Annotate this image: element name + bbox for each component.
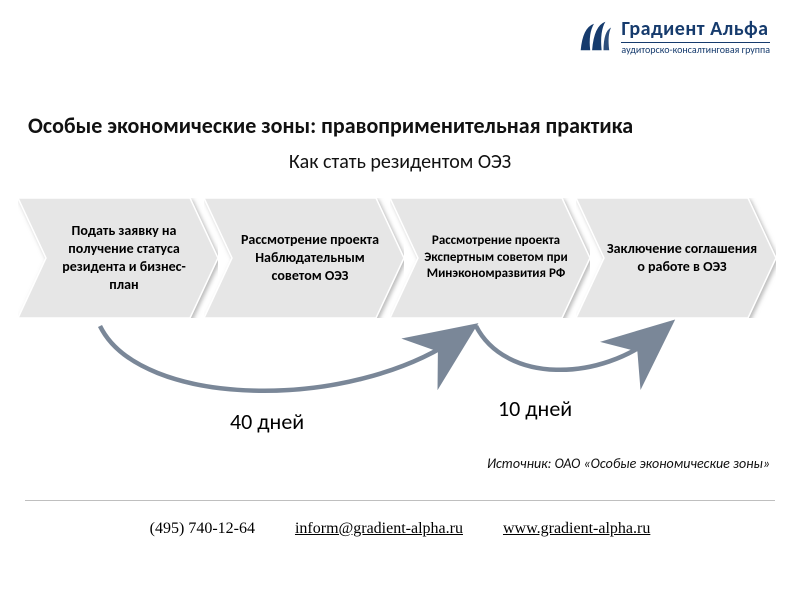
process-step-label: Рассмотрение проекта Наблюдательным сове… bbox=[204, 231, 404, 286]
brand-title: Градиент Альфа bbox=[621, 19, 770, 40]
footer: (495) 740-12-64 inform@gradient-alpha.ru… bbox=[0, 520, 800, 538]
duration-arc-2 bbox=[476, 326, 658, 370]
footer-phone: (495) 740-12-64 bbox=[150, 520, 255, 538]
duration-arc-1 bbox=[100, 326, 460, 391]
brand-subtitle: аудиторско-консалтинговая группа bbox=[621, 45, 770, 56]
process-step-label: Заключение соглашения о работе в ОЭЗ bbox=[576, 240, 776, 276]
footer-website[interactable]: www.gradient-alpha.ru bbox=[503, 520, 650, 538]
source-note: Источник: ОАО «Особые экономические зоны… bbox=[487, 455, 770, 472]
page-subtitle: Как стать резидентом ОЭЗ bbox=[0, 150, 800, 174]
process-step-2: Рассмотрение проекта Наблюдательным сове… bbox=[204, 198, 404, 318]
page-title: Особые экономические зоны: правоприменит… bbox=[28, 112, 633, 139]
process-step-1: Подать заявку на получение статуса резид… bbox=[18, 198, 218, 318]
brand-logo-icon bbox=[575, 18, 613, 56]
header: Градиент Альфа аудиторско-консалтинговая… bbox=[575, 18, 770, 56]
brand: Градиент Альфа аудиторско-консалтинговая… bbox=[621, 19, 770, 56]
process-step-label: Подать заявку на получение статуса резид… bbox=[18, 222, 218, 295]
process-step-label: Рассмотрение проекта Экспертным советом … bbox=[390, 233, 590, 284]
footer-email[interactable]: inform@gradient-alpha.ru bbox=[295, 520, 463, 538]
process-flow: Подать заявку на получение статуса резид… bbox=[18, 198, 782, 318]
duration-label-2: 10 дней bbox=[498, 395, 572, 422]
process-step-3: Рассмотрение проекта Экспертным советом … bbox=[390, 198, 590, 318]
duration-arrows bbox=[0, 318, 800, 458]
duration-label-1: 40 дней bbox=[230, 408, 304, 435]
footer-divider bbox=[25, 500, 775, 501]
process-step-4: Заключение соглашения о работе в ОЭЗ bbox=[576, 198, 776, 318]
